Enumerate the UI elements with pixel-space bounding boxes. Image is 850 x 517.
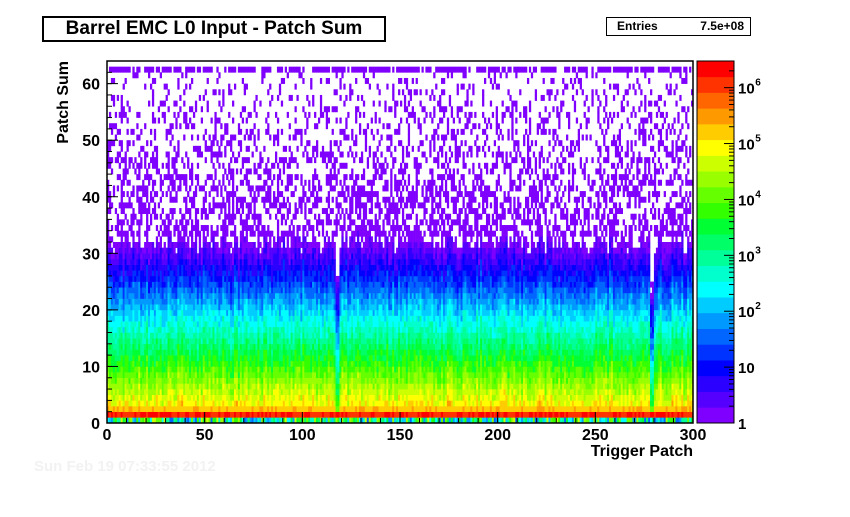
z-tick-label: 10 bbox=[738, 248, 755, 265]
y-tick-label: 60 bbox=[82, 77, 100, 94]
stats-entries-label: Entries bbox=[617, 19, 658, 33]
color-scale-band bbox=[697, 312, 734, 329]
z-tick-exponent: 3 bbox=[755, 245, 761, 256]
color-scale-band bbox=[697, 123, 734, 141]
stats-entries-value: 7.5e+08 bbox=[700, 19, 744, 33]
x-tick-label: 100 bbox=[289, 427, 316, 444]
z-tick-exponent: 2 bbox=[755, 301, 761, 312]
color-scale-band bbox=[697, 391, 734, 408]
z-tick-exponent: 4 bbox=[755, 189, 761, 200]
color-scale-band bbox=[697, 171, 734, 188]
color-scale-band bbox=[697, 155, 734, 172]
color-scale-band bbox=[697, 344, 734, 361]
y-tick-label: 50 bbox=[82, 133, 100, 150]
z-tick-exponent: 5 bbox=[755, 134, 761, 145]
y-tick-label: 0 bbox=[91, 416, 100, 433]
color-scale-band bbox=[697, 360, 734, 377]
chart-title: Barrel EMC L0 Input - Patch Sum bbox=[42, 16, 386, 42]
color-scale-band bbox=[697, 61, 734, 78]
y-tick-label: 40 bbox=[82, 190, 100, 207]
z-tick-label: 10 bbox=[738, 81, 755, 98]
y-axis-title: Patch Sum bbox=[55, 61, 72, 144]
color-scale-band bbox=[697, 281, 734, 298]
z-tick-exponent: 6 bbox=[755, 78, 761, 89]
color-scale-band bbox=[697, 375, 734, 392]
color-scale-band bbox=[697, 76, 734, 93]
color-scale-band bbox=[697, 249, 734, 267]
color-scale-band bbox=[697, 202, 734, 219]
color-scale-frame bbox=[696, 60, 735, 424]
color-scale-band bbox=[697, 108, 734, 125]
x-tick-label: 50 bbox=[196, 427, 214, 444]
x-axis: 0 50 100 150 200 250 300 bbox=[103, 412, 707, 444]
color-scale-band bbox=[697, 139, 734, 156]
z-tick-label: 10 bbox=[738, 304, 755, 321]
x-tick-label: 200 bbox=[484, 427, 511, 444]
y-tick-label: 30 bbox=[82, 246, 100, 263]
stats-box: Entries 7.5e+08 bbox=[606, 17, 751, 36]
color-scale-band bbox=[697, 186, 734, 204]
z-tick-label: 10 bbox=[738, 360, 755, 377]
color-scale-band bbox=[697, 328, 734, 345]
color-scale-band bbox=[697, 265, 734, 282]
color-scale-band bbox=[697, 92, 734, 109]
color-scale-band bbox=[697, 407, 734, 424]
heatmap-cells bbox=[107, 66, 694, 424]
color-scale-band bbox=[697, 234, 734, 251]
x-tick-label: 0 bbox=[103, 427, 112, 444]
x-tick-label: 300 bbox=[680, 427, 707, 444]
z-tick-label: 1 bbox=[738, 416, 746, 433]
color-scale-band bbox=[697, 297, 734, 314]
color-scale-band bbox=[697, 218, 734, 235]
timestamp-text: Sun Feb 19 07:33:55 2012 bbox=[34, 458, 216, 475]
y-tick-label: 10 bbox=[82, 359, 100, 376]
z-tick-label: 10 bbox=[738, 137, 755, 154]
x-tick-label: 250 bbox=[582, 427, 609, 444]
z-tick-label: 10 bbox=[738, 192, 755, 209]
y-axis: 0 10 20 30 40 50 60 bbox=[82, 60, 118, 433]
y-tick-label: 20 bbox=[82, 303, 100, 320]
x-tick-label: 150 bbox=[387, 427, 414, 444]
x-axis-title: Trigger Patch bbox=[591, 443, 693, 460]
